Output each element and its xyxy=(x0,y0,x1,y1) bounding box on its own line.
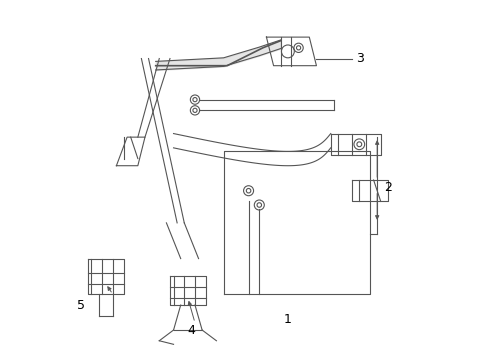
Text: 3: 3 xyxy=(356,52,364,65)
Text: 4: 4 xyxy=(188,324,196,337)
Text: 1: 1 xyxy=(284,313,292,326)
Text: 5: 5 xyxy=(76,298,85,311)
Text: 2: 2 xyxy=(384,181,392,194)
